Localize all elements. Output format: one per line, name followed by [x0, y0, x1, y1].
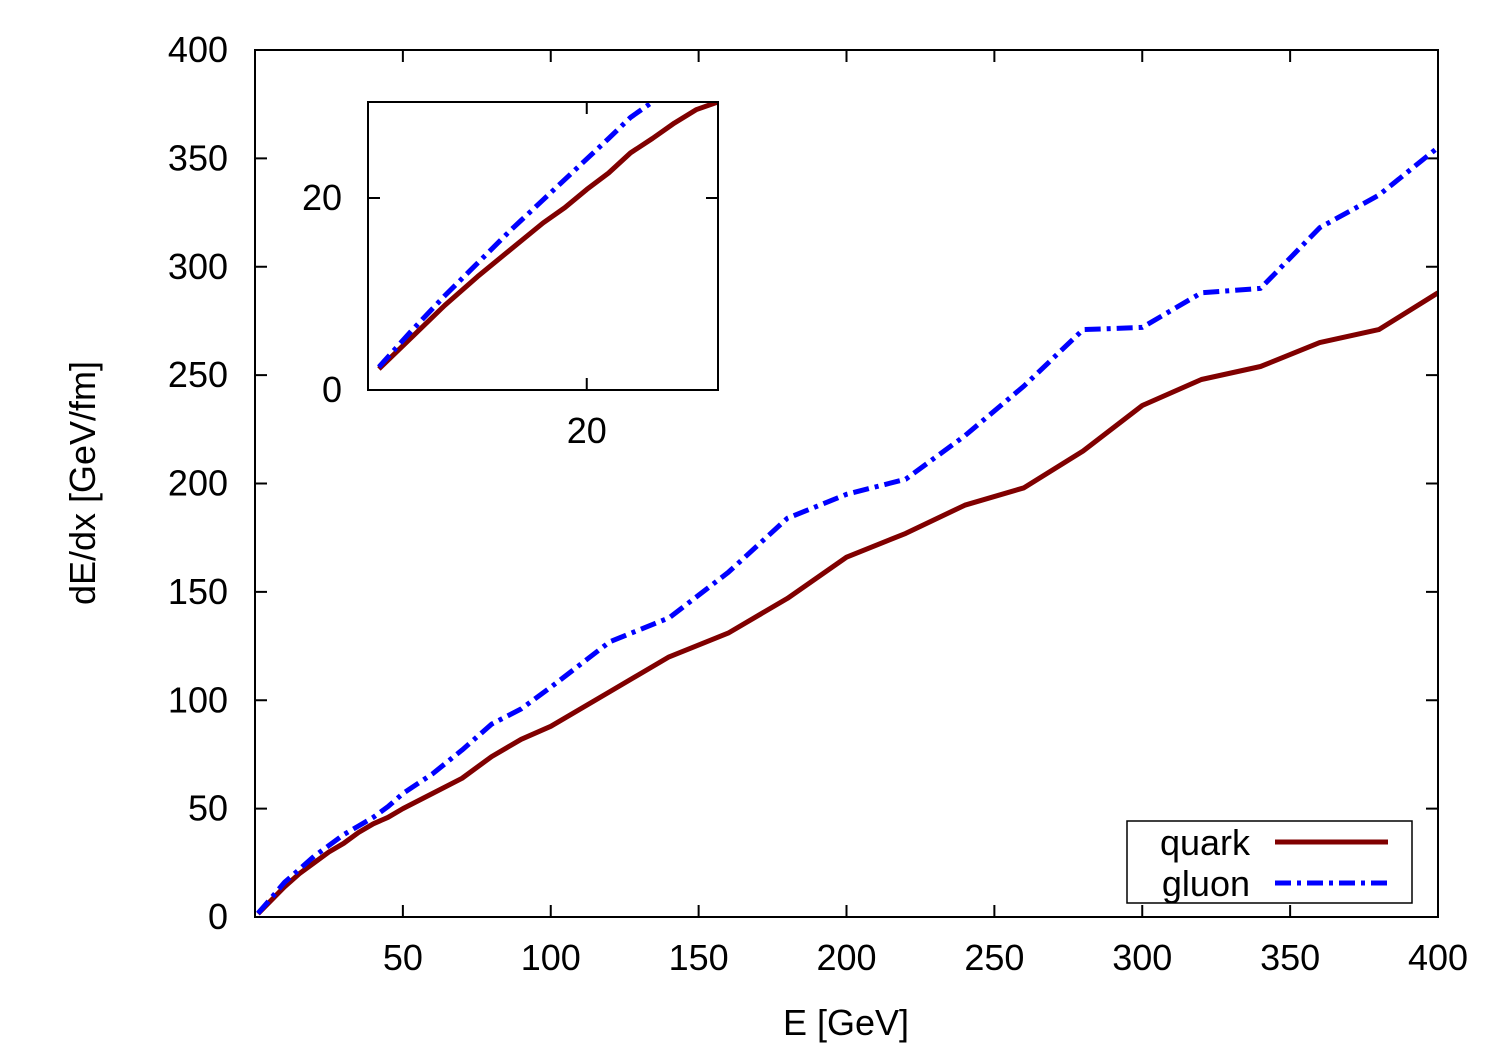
y-tick-label: 200 — [168, 463, 228, 504]
series-line-gluon — [256, 145, 1438, 915]
legend-label-quark: quark — [1160, 822, 1251, 863]
x-tick-label: 100 — [521, 937, 581, 978]
x-tick-label: 350 — [1260, 937, 1320, 978]
series-line-quark — [256, 290, 1438, 916]
inset-y-tick-label: 0 — [322, 369, 342, 410]
inset-series-line-gluon — [377, 102, 654, 369]
y-axis-label: dE/dx [GeV/fm] — [62, 361, 103, 605]
legend: quark gluon — [1126, 820, 1413, 904]
x-tick-label: 200 — [816, 937, 876, 978]
plot-frame — [254, 49, 1439, 918]
y-tick-label: 100 — [168, 679, 228, 720]
inset-x-tick-label: 20 — [567, 410, 607, 451]
x-tick-label: 50 — [383, 937, 423, 978]
x-axis-label: E [GeV] — [783, 1002, 909, 1043]
y-tick-label: 300 — [168, 246, 228, 287]
x-tick-label: 300 — [1112, 937, 1172, 978]
inset-series-group — [377, 102, 718, 371]
inset-chart: 20 0 20 — [302, 101, 719, 451]
y-tick-label: 400 — [168, 29, 228, 70]
inset-tick-labels: 20 0 20 — [302, 177, 607, 451]
inset-series-line-quark — [377, 102, 718, 371]
x-tick-label: 400 — [1408, 937, 1468, 978]
inset-background — [368, 102, 718, 390]
inset-frame — [367, 101, 719, 391]
y-tick-label: 250 — [168, 354, 228, 395]
x-tick-label: 250 — [964, 937, 1024, 978]
legend-box — [1126, 820, 1413, 904]
y-tick-label: 150 — [168, 571, 228, 612]
inset-y-tick-label: 20 — [302, 177, 342, 218]
y-tick-label: 350 — [168, 137, 228, 178]
main-tick-labels: 50 100 150 200 250 300 350 40005010015020025030… — [168, 29, 1468, 978]
legend-label-gluon: gluon — [1162, 863, 1250, 904]
y-tick-label: 50 — [188, 788, 228, 829]
x-tick-label: 150 — [669, 937, 729, 978]
y-tick-label: 0 — [208, 896, 228, 937]
main-series-group — [256, 145, 1438, 916]
